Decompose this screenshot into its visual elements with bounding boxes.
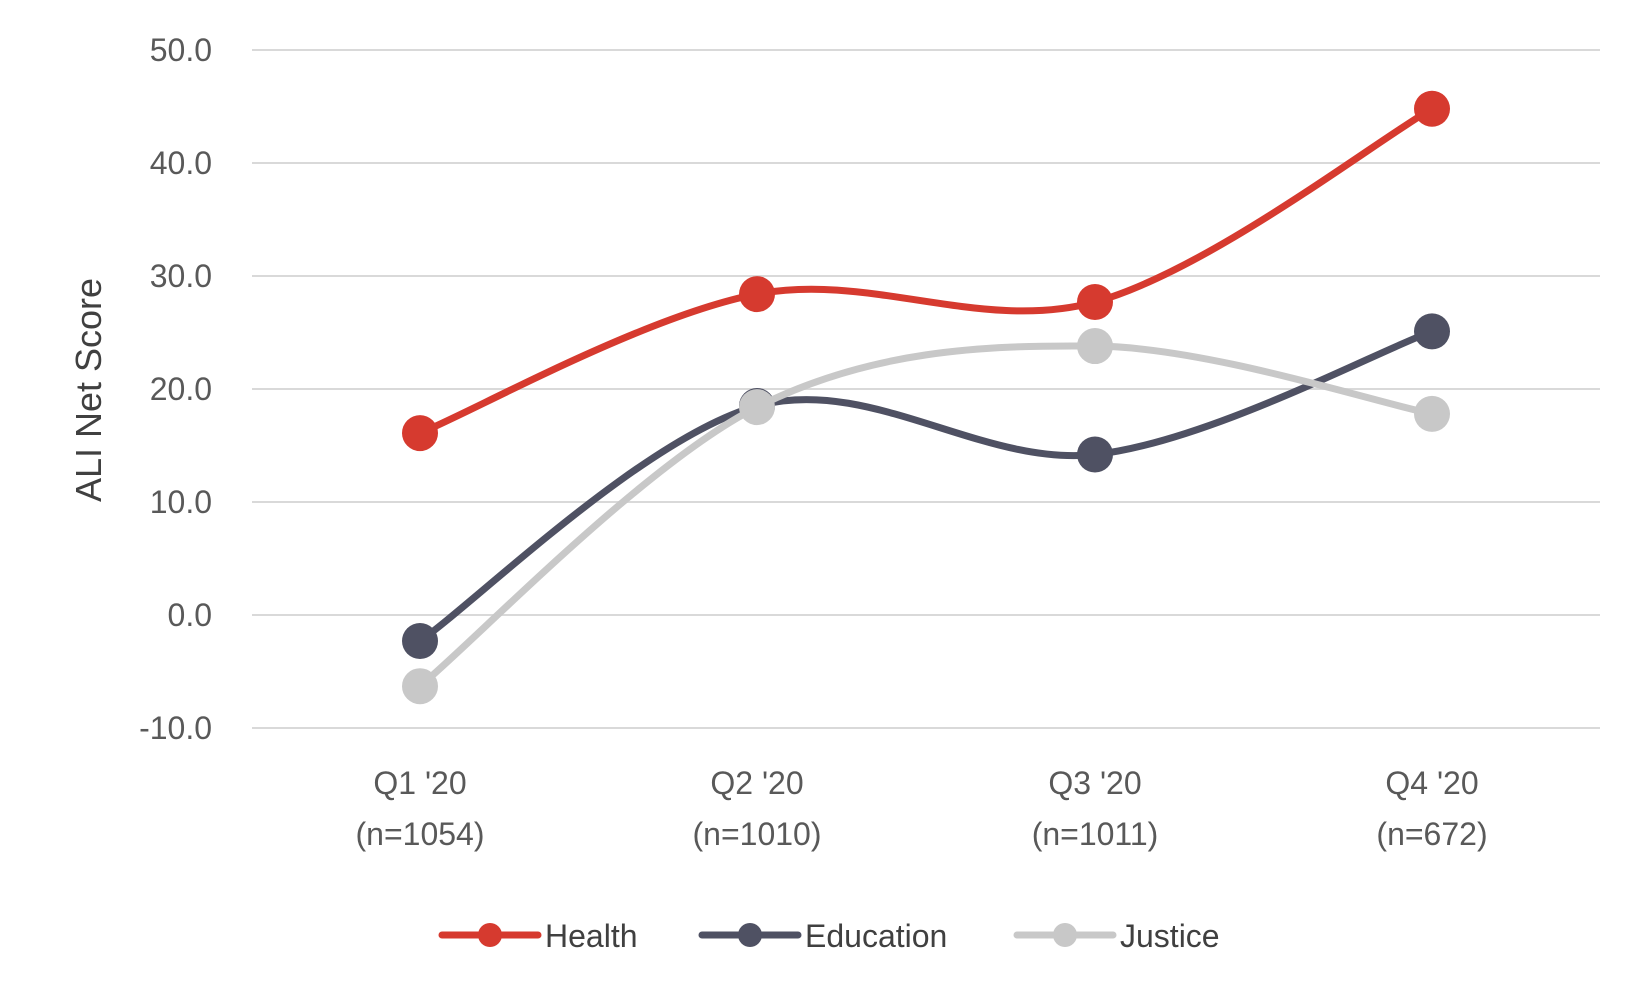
x-tick-label-sample: (n=672) (1376, 816, 1487, 852)
legend-item-education: Education (698, 918, 947, 954)
y-tick-label: 20.0 (150, 371, 212, 407)
data-point-health (1077, 283, 1113, 320)
series-group (402, 90, 1450, 705)
legend: Health Education Justice (438, 918, 1220, 954)
data-point-justice (739, 389, 775, 426)
x-tick-label-sample: (n=1011) (1032, 816, 1159, 852)
x-tick-label: Q4 '20 (1385, 765, 1478, 801)
data-point-health (402, 415, 438, 452)
data-point-justice (402, 668, 438, 705)
series-justice (402, 328, 1450, 705)
series-line-justice (416, 342, 1436, 690)
legend-item-health: Health (438, 918, 638, 954)
series-line-health (416, 105, 1436, 437)
legend-swatch-marker (738, 923, 762, 947)
y-tick-label: 10.0 (150, 484, 212, 520)
data-point-education (1077, 436, 1113, 473)
legend-label: Justice (1120, 918, 1220, 954)
y-tick-label: 30.0 (150, 258, 212, 294)
legend-label: Education (805, 918, 947, 954)
x-tick-label-sample: (n=1054) (356, 816, 485, 852)
data-point-health (739, 276, 775, 313)
x-tick-label: Q1 '20 (373, 765, 466, 801)
data-point-health (1414, 90, 1450, 127)
series-health (402, 90, 1450, 452)
legend-swatch-marker (1053, 923, 1077, 947)
data-point-justice (1077, 328, 1113, 365)
y-axis-ticks: 50.0 40.0 30.0 20.0 10.0 0.0 -10.0 (139, 32, 212, 746)
series-line-education (416, 327, 1436, 645)
x-axis-ticks: Q1 '20 (n=1054) Q2 '20 (n=1010) Q3 '20 (n=101… (356, 765, 1488, 852)
y-axis-title: ALI Net Score (68, 278, 109, 502)
data-point-education (1414, 313, 1450, 350)
y-tick-label: -10.0 (139, 710, 212, 746)
x-tick-label: Q3 '20 (1048, 765, 1141, 801)
y-tick-label: 0.0 (168, 597, 212, 633)
y-tick-label: 50.0 (150, 32, 212, 68)
data-point-justice (1414, 395, 1450, 432)
x-tick-label: Q2 '20 (710, 765, 803, 801)
data-point-education (402, 622, 438, 659)
legend-label: Health (545, 918, 638, 954)
legend-swatch-marker (478, 923, 502, 947)
legend-item-justice: Justice (1013, 918, 1220, 954)
x-tick-label-sample: (n=1010) (693, 816, 822, 852)
gridlines (252, 49, 1600, 729)
y-tick-label: 40.0 (150, 145, 212, 181)
